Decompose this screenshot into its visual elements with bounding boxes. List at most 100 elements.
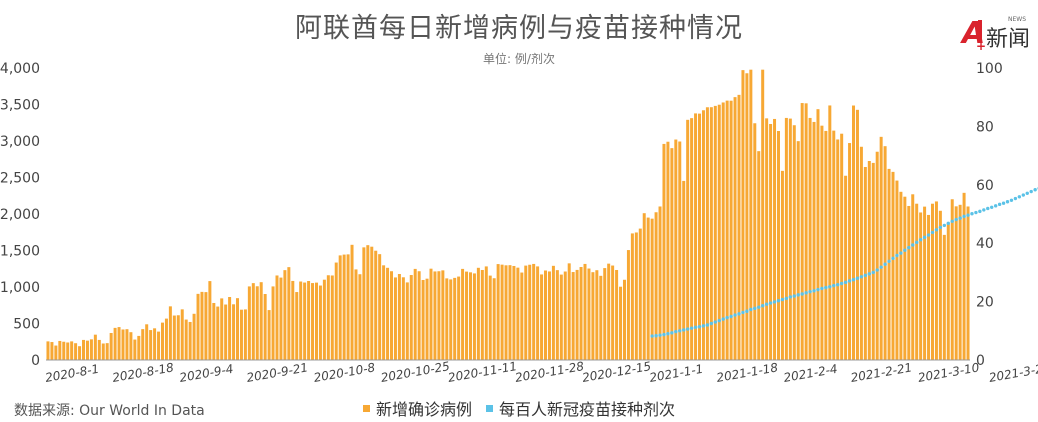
bar (354, 269, 358, 360)
bar (619, 286, 623, 360)
right-tick-label: 100 (976, 61, 1003, 77)
bar (390, 271, 394, 360)
line-point (966, 213, 970, 217)
line-point (685, 327, 690, 331)
line-point (922, 235, 927, 240)
line-point (737, 312, 741, 316)
line-point (828, 285, 832, 289)
bar (761, 69, 765, 361)
line-point (839, 281, 844, 286)
bar (374, 250, 378, 360)
x-tick-label: 2021-3-28 (988, 360, 1038, 385)
line-point (658, 333, 662, 337)
bar (962, 192, 966, 360)
bar (287, 267, 291, 360)
bar (346, 254, 350, 360)
left-tick-label: 2,500 (0, 171, 40, 187)
bar (836, 139, 840, 360)
line-point (855, 276, 860, 280)
line-point (1005, 200, 1010, 204)
bar (729, 100, 733, 360)
line-point (1009, 198, 1014, 202)
bar (859, 146, 863, 360)
bar (808, 117, 812, 361)
x-tick-label: 2020-10-8 (313, 360, 377, 385)
source-note: 数据来源: Our World In Data (14, 403, 205, 419)
bar (528, 264, 532, 360)
bar (946, 223, 950, 360)
bar (350, 244, 354, 360)
bar (575, 269, 579, 360)
line-point (705, 323, 710, 327)
left-tick-label: 1,500 (0, 244, 40, 260)
bar (599, 275, 603, 360)
bar (153, 328, 157, 360)
bar (441, 270, 445, 360)
bar (607, 263, 611, 360)
bar (184, 319, 188, 360)
bar (117, 327, 121, 360)
bar (776, 131, 780, 360)
bar (449, 279, 453, 360)
bar (208, 281, 212, 360)
bar (192, 313, 196, 360)
bar (753, 123, 757, 360)
x-tick-label: 2020-8-18 (111, 360, 175, 385)
bar (228, 297, 232, 360)
line-point (926, 233, 931, 237)
bar (713, 105, 717, 360)
bar (725, 100, 729, 360)
line-point (871, 270, 875, 275)
line-point (650, 334, 654, 338)
line-point (946, 221, 950, 226)
line-point (662, 332, 666, 337)
bar (784, 117, 788, 361)
line-point (1013, 196, 1018, 201)
bar (232, 304, 236, 360)
bar (741, 70, 745, 361)
bar (129, 332, 133, 360)
bar (421, 279, 425, 360)
bar (480, 269, 484, 360)
bar (745, 73, 749, 360)
bar (559, 274, 563, 360)
line-point (1025, 191, 1029, 195)
bar (903, 196, 907, 360)
bar (958, 204, 962, 360)
bar (571, 272, 575, 360)
bar (121, 329, 125, 360)
bar (168, 306, 172, 360)
legend-label-vaccinations: 每百人新冠疫苗接种剂次 (499, 400, 676, 419)
bar (520, 272, 524, 360)
line-point (749, 307, 753, 312)
bar (224, 304, 228, 360)
bar (445, 278, 449, 360)
bar (160, 322, 164, 360)
line-point (697, 325, 702, 329)
bar (678, 141, 682, 360)
bar (46, 341, 50, 360)
line-point (863, 273, 868, 278)
line-point (768, 301, 773, 305)
bar (145, 324, 149, 360)
bar (358, 274, 362, 360)
bar (899, 191, 903, 360)
bar (611, 265, 615, 360)
line-point (701, 324, 706, 328)
logo-bar (978, 20, 982, 42)
line-point (978, 209, 982, 214)
bar (409, 275, 413, 360)
x-tick-label: 2021-1-1 (648, 362, 704, 385)
bar (615, 269, 619, 360)
bar (137, 335, 141, 360)
bar (220, 298, 224, 360)
line-point (911, 243, 915, 247)
bar (709, 107, 713, 360)
bar (923, 206, 927, 360)
left-tick-label: 1,000 (0, 280, 40, 296)
line-point (907, 245, 911, 250)
line-point (918, 238, 923, 242)
bar (769, 123, 773, 361)
bar (717, 104, 721, 360)
